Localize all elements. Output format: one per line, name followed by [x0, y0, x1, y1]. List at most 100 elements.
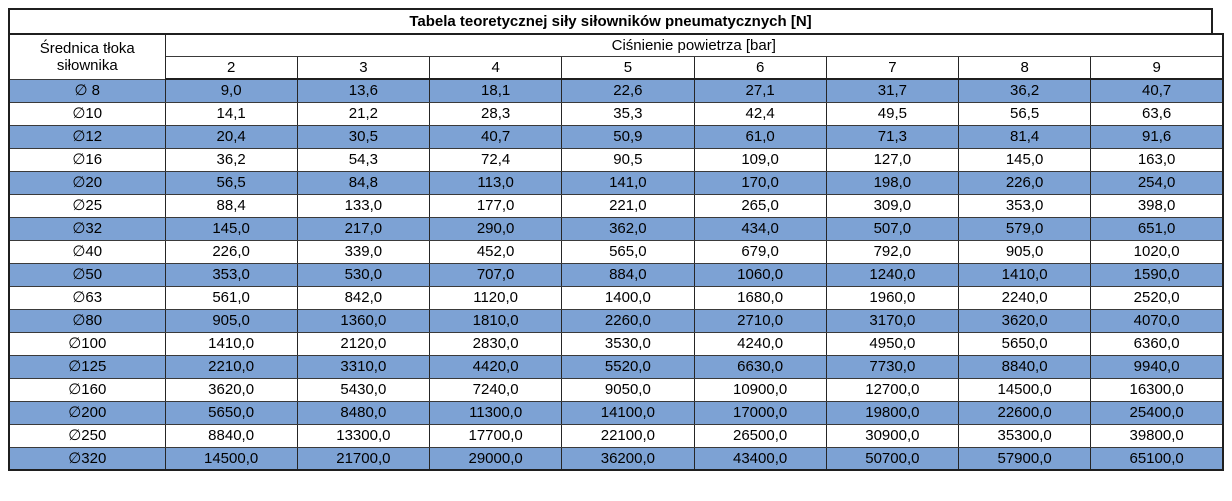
- diameter-cell: ∅10: [8, 101, 166, 126]
- pneumatic-force-table: Tabela teoretycznej siły siłowników pneu…: [8, 8, 1224, 471]
- table-row: ∅ 8 9,0 13,6 18,1 22,6 27,1 31,7 36,2 40,7: [8, 78, 1224, 103]
- value-cell: 29000,0: [428, 446, 563, 471]
- value-cell: 3310,0: [296, 354, 431, 379]
- value-cell: 530,0: [296, 262, 431, 287]
- value-cell: 14100,0: [561, 400, 695, 425]
- value-cell: 792,0: [825, 239, 960, 264]
- value-cell: 31,7: [825, 78, 960, 103]
- value-cell: 4240,0: [693, 331, 827, 356]
- value-cell: 22,6: [561, 78, 695, 103]
- value-cell: 565,0: [561, 239, 695, 264]
- value-cell: 113,0: [428, 170, 563, 195]
- pressure-col-header: 7: [825, 55, 960, 80]
- value-cell: 72,4: [428, 147, 563, 172]
- value-cell: 452,0: [428, 239, 563, 264]
- value-cell: 290,0: [428, 216, 563, 241]
- value-cell: 905,0: [957, 239, 1092, 264]
- value-cell: 353,0: [164, 262, 298, 287]
- diameter-cell: ∅160: [8, 377, 166, 402]
- value-cell: 3620,0: [957, 308, 1092, 333]
- diameter-cell: ∅20: [8, 170, 166, 195]
- value-cell: 561,0: [164, 285, 298, 310]
- table-row: ∅160 3620,0 5430,0 7240,0 9050,0 10900,0 12700…: [8, 377, 1224, 402]
- diameter-cell: ∅12: [8, 124, 166, 149]
- value-cell: 14500,0: [957, 377, 1092, 402]
- value-cell: 1240,0: [825, 262, 960, 287]
- value-cell: 7730,0: [825, 354, 960, 379]
- value-cell: 217,0: [296, 216, 431, 241]
- value-cell: 63,6: [1090, 101, 1224, 126]
- value-cell: 7240,0: [428, 377, 563, 402]
- value-cell: 254,0: [1090, 170, 1224, 195]
- value-cell: 71,3: [825, 124, 960, 149]
- diameter-cell: ∅63: [8, 285, 166, 310]
- value-cell: 65100,0: [1090, 446, 1224, 471]
- value-cell: 651,0: [1090, 216, 1224, 241]
- diameter-cell: ∅80: [8, 308, 166, 333]
- value-cell: 842,0: [296, 285, 431, 310]
- value-cell: 6360,0: [1090, 331, 1224, 356]
- value-cell: 145,0: [164, 216, 298, 241]
- value-cell: 362,0: [561, 216, 695, 241]
- value-cell: 14500,0: [164, 446, 298, 471]
- value-cell: 265,0: [693, 193, 827, 218]
- diameter-cell: ∅320: [8, 446, 166, 471]
- value-cell: 17700,0: [428, 423, 563, 448]
- value-cell: 398,0: [1090, 193, 1224, 218]
- value-cell: 2210,0: [164, 354, 298, 379]
- value-cell: 16300,0: [1090, 377, 1224, 402]
- diameter-column-header: Średnica tłoka siłownika: [8, 33, 166, 80]
- value-cell: 35300,0: [957, 423, 1092, 448]
- value-cell: 9050,0: [561, 377, 695, 402]
- value-cell: 434,0: [693, 216, 827, 241]
- table-row: ∅12 20,4 30,5 40,7 50,9 61,0 71,3 81,4 91,6: [8, 124, 1224, 149]
- value-cell: 109,0: [693, 147, 827, 172]
- value-cell: 1020,0: [1090, 239, 1224, 264]
- table-row: ∅25 88,4 133,0 177,0 221,0 265,0 309,0 353,0 398…: [8, 193, 1224, 218]
- value-cell: 36,2: [164, 147, 298, 172]
- value-cell: 18,1: [428, 78, 563, 103]
- value-cell: 56,5: [957, 101, 1092, 126]
- value-cell: 5650,0: [164, 400, 298, 425]
- pressure-col-header: 4: [428, 55, 563, 80]
- value-cell: 127,0: [825, 147, 960, 172]
- value-cell: 36200,0: [561, 446, 695, 471]
- value-cell: 10900,0: [693, 377, 827, 402]
- value-cell: 30900,0: [825, 423, 960, 448]
- table-row: ∅80 905,0 1360,0 1810,0 2260,0 2710,0 3170,0 36…: [8, 308, 1224, 333]
- value-cell: 26500,0: [693, 423, 827, 448]
- group-header-row: Średnica tłoka siłownika Ciśnienie powie…: [8, 33, 1224, 80]
- value-cell: 8840,0: [164, 423, 298, 448]
- value-cell: 43400,0: [693, 446, 827, 471]
- value-cell: 905,0: [164, 308, 298, 333]
- value-cell: 177,0: [428, 193, 563, 218]
- table-row: ∅32 145,0 217,0 290,0 362,0 434,0 507,0 579,0 65…: [8, 216, 1224, 241]
- value-cell: 9,0: [164, 78, 298, 103]
- value-cell: 8480,0: [296, 400, 431, 425]
- table-row: ∅320 14500,0 21700,0 29000,0 36200,0 43400,0 5…: [8, 446, 1224, 471]
- value-cell: 507,0: [825, 216, 960, 241]
- value-cell: 309,0: [825, 193, 960, 218]
- diameter-cell: ∅200: [8, 400, 166, 425]
- value-cell: 1680,0: [693, 285, 827, 310]
- value-cell: 133,0: [296, 193, 431, 218]
- value-cell: 12700,0: [825, 377, 960, 402]
- value-cell: 11300,0: [428, 400, 563, 425]
- table-row: ∅250 8840,0 13300,0 17700,0 22100,0 26500,0 30…: [8, 423, 1224, 448]
- value-cell: 145,0: [957, 147, 1092, 172]
- pressure-col-header: 3: [296, 55, 431, 80]
- value-cell: 4950,0: [825, 331, 960, 356]
- value-cell: 1810,0: [428, 308, 563, 333]
- pressure-col-header: 9: [1090, 55, 1224, 80]
- value-cell: 40,7: [428, 124, 563, 149]
- value-cell: 170,0: [693, 170, 827, 195]
- value-cell: 20,4: [164, 124, 298, 149]
- value-cell: 884,0: [561, 262, 695, 287]
- value-cell: 1060,0: [693, 262, 827, 287]
- value-cell: 22100,0: [561, 423, 695, 448]
- value-cell: 6630,0: [693, 354, 827, 379]
- value-cell: 353,0: [957, 193, 1092, 218]
- value-cell: 1410,0: [957, 262, 1092, 287]
- value-cell: 2710,0: [693, 308, 827, 333]
